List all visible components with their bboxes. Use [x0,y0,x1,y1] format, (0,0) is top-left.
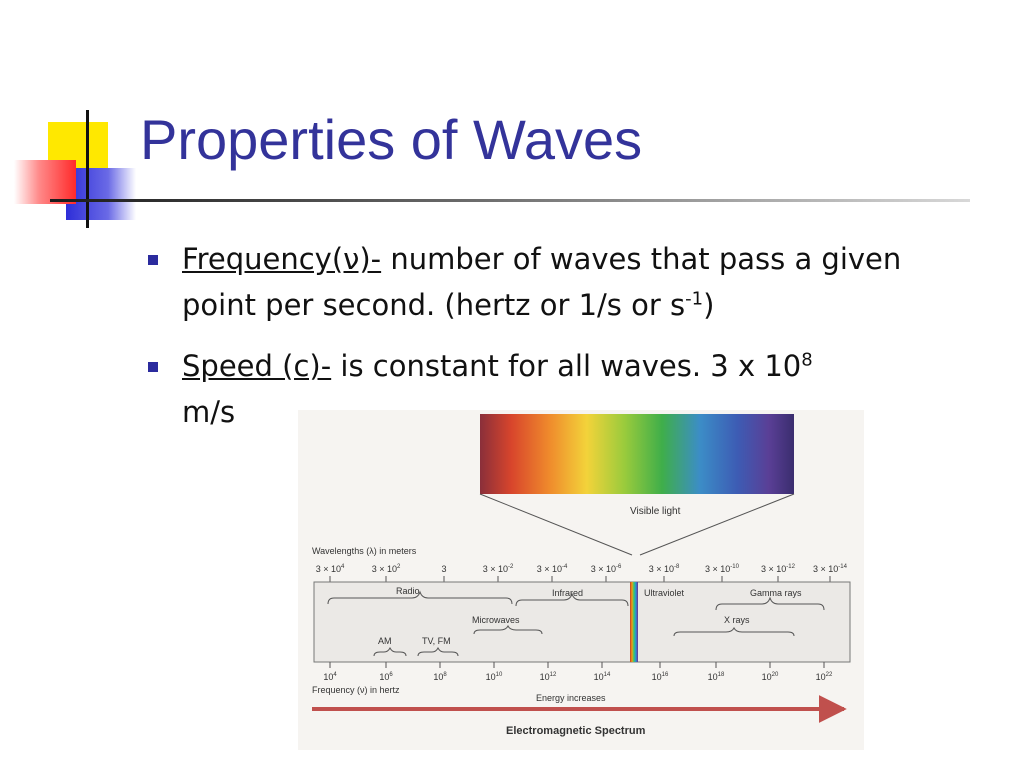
frequency-ticks: 104 106 108 1010 1012 1014 1016 1018 1020 1022 [323,662,833,682]
frequency-tick-label: 1022 [816,672,833,682]
red-square [14,160,76,204]
wavelength-tick-label: 3 × 10-14 [813,564,848,574]
bullet-superscript: -1 [685,288,704,310]
bullet-speed: Speed (c)- is constant for all waves. 3 … [182,343,972,435]
zoom-line-left [479,493,633,556]
wavelength-tick-label: 3 × 102 [372,564,401,574]
bullet-term: Frequency(ν)- [182,242,382,276]
bullet-text-end: ) [703,288,715,322]
bullet-text: number of waves that pass a given point … [182,242,902,322]
bullet-text: is constant for all waves. 3 x 10 [331,349,802,383]
frequency-tick-label: 1016 [652,672,669,682]
figure-caption: Electromagnetic Spectrum [506,725,646,737]
frequency-tick-label: 1018 [708,672,725,682]
wavelength-tick-label: 3 × 10-10 [705,564,740,574]
band-infrared: Infrared [552,588,583,598]
bullet-text-end: m/s [182,395,236,429]
band-ultraviolet: Ultraviolet [644,588,685,598]
visible-light-label: Visible light [630,506,681,517]
bullet-superscript: 8 [801,349,813,371]
bullet-frequency: Frequency(ν)- number of waves that pass … [182,236,972,328]
frequency-tick-label: 1010 [486,672,503,682]
band-gamma: Gamma rays [750,588,802,598]
zoom-line-right [639,493,795,556]
gamma-brace [715,596,825,611]
wavelength-ticks: 3 × 104 3 × 102 3 3 × 10-2 3 × 10-4 3 × 10-6 3… [316,564,848,582]
wavelength-tick-label: 3 × 10-4 [537,564,568,574]
frequency-tick-label: 1020 [762,672,779,682]
wavelength-tick-label: 3 × 10-12 [761,564,796,574]
corner-decoration [0,0,140,230]
slide-title: Properties of Waves [140,108,643,171]
wavelength-tick-label: 3 × 10-8 [649,564,680,574]
wavelength-tick-label: 3 × 10-2 [483,564,514,574]
frequency-tick-label: 1012 [540,672,557,682]
blue-square [66,168,136,220]
band-xrays: X rays [724,615,750,625]
vertical-line [86,110,89,228]
frequency-axis-title: Frequency (ν) in hertz [312,685,400,695]
frequency-tick-label: 106 [379,672,393,682]
am-brace [373,646,407,657]
visible-light-bar [480,414,794,494]
radio-brace [327,590,513,605]
em-spectrum-figure: Visible light Wavelengths (λ) in meters … [298,410,864,750]
band-tvfm: TV, FM [422,636,451,646]
bullet-term: Speed (c)- [182,349,332,383]
xrays-brace [673,626,795,637]
spectrum-box [313,581,851,663]
infrared-brace [515,592,629,607]
frequency-tick-label: 104 [323,672,337,682]
frequency-tick-label: 1014 [594,672,611,682]
bullet-marker [148,362,158,372]
microwaves-brace [473,624,543,635]
wavelength-tick-label: 3 × 10-6 [591,564,622,574]
band-microwaves: Microwaves [472,615,520,625]
band-am: AM [378,636,392,646]
visible-strip [630,582,638,662]
title-divider [50,199,970,202]
bullet-marker [148,255,158,265]
band-radio: Radio [396,586,420,596]
wavelength-axis-title: Wavelengths (λ) in meters [312,546,417,556]
wavelength-tick-label: 3 × 104 [316,564,345,574]
energy-label: Energy increases [536,693,606,703]
wavelength-tick-label: 3 [441,564,446,574]
tvfm-brace [417,646,459,657]
frequency-tick-label: 108 [433,672,447,682]
